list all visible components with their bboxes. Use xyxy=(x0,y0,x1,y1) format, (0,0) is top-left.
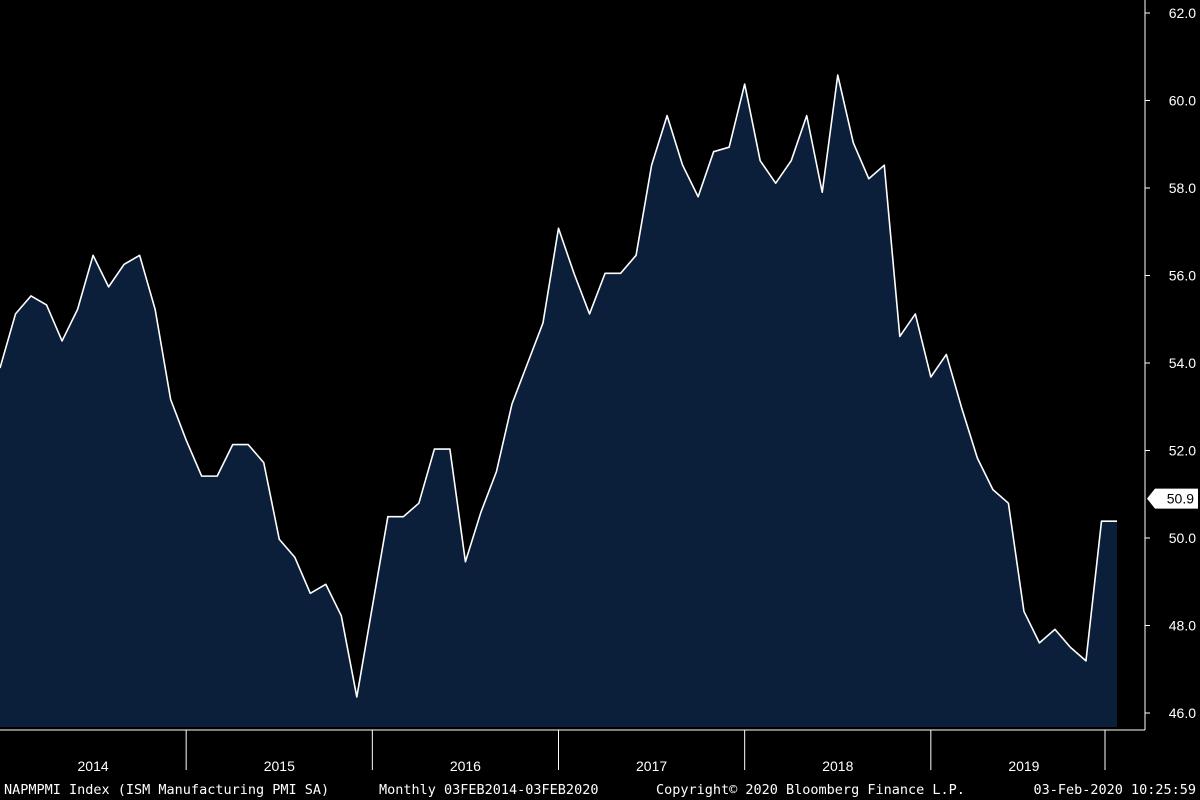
area-layer xyxy=(0,74,1118,727)
axis-layer xyxy=(0,0,1146,731)
footer: NAPMPMI Index (ISM Manufacturing PMI SA)… xyxy=(4,782,1196,798)
y-tick-label-52.0: 52.0 xyxy=(1169,443,1196,459)
y-tick-label-48.0: 48.0 xyxy=(1169,618,1196,634)
y-tick-label-58.0: 58.0 xyxy=(1169,180,1196,196)
last-value-box xyxy=(1147,488,1198,509)
footer-range: Monthly 03FEB2014-03FEB2020 xyxy=(379,782,598,798)
footer-copyright: Copyright© 2020 Bloomberg Finance L.P. xyxy=(656,782,965,798)
y-tick-label-46.0: 46.0 xyxy=(1169,705,1196,721)
y-tick-label-50.0: 50.0 xyxy=(1169,530,1196,546)
y-tick-label-60.0: 60.0 xyxy=(1169,93,1196,109)
last-value-marker: 50.9 xyxy=(1147,488,1198,509)
x-year-label-2014: 2014 xyxy=(78,758,109,774)
x-year-label-2017: 2017 xyxy=(636,758,667,774)
y-tick-label-54.0: 54.0 xyxy=(1169,355,1196,371)
y-axis-ticks: 46.0 48.0 50.0 52.0 54.0 56.0 58.0 60.0 62.0 xyxy=(1145,5,1196,721)
series-area-fill xyxy=(0,75,1117,727)
footer-timestamp: 03-Feb-2020 10:25:59 xyxy=(1033,782,1196,798)
y-tick-label-62.0: 62.0 xyxy=(1169,5,1196,21)
x-year-label-2015: 2015 xyxy=(264,758,295,774)
x-axis-ticks: 2014 2015 2016 2017 2018 2019 xyxy=(78,730,1106,774)
x-year-label-2019: 2019 xyxy=(1008,758,1039,774)
x-year-label-2016: 2016 xyxy=(450,758,481,774)
last-value-label: 50.9 xyxy=(1167,491,1194,507)
x-year-label-2018: 2018 xyxy=(822,758,853,774)
y-tick-label-56.0: 56.0 xyxy=(1169,268,1196,284)
footer-ticker: NAPMPMI Index (ISM Manufacturing PMI SA) xyxy=(4,782,329,798)
